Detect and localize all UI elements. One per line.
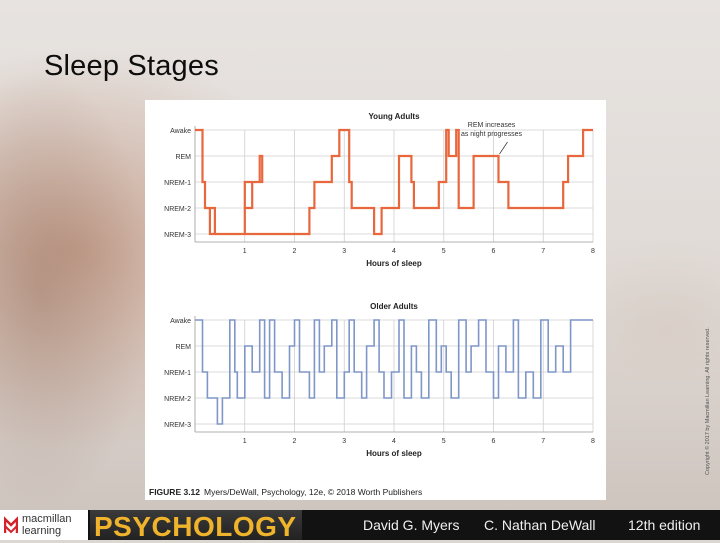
macmillan-m-icon (4, 516, 18, 534)
publisher-name: macmillan learning (22, 513, 72, 537)
x-tick-label: 2 (293, 438, 297, 445)
x-axis-label: Hours of sleep (366, 449, 422, 458)
y-tick-label: REM (175, 154, 191, 161)
y-tick-label: NREM-3 (164, 232, 191, 239)
y-tick-label: REM (175, 344, 191, 351)
edition-label: 12th edition (628, 517, 701, 533)
annotation-arrow (499, 141, 508, 155)
footer-bar: macmillan learning PSYCHOLOGY David G. M… (0, 510, 720, 542)
y-tick-label: NREM-2 (164, 206, 191, 213)
x-tick-label: 8 (591, 248, 595, 255)
caption-text: Myers/DeWall, Psychology, 12e, © 2018 Wo… (204, 487, 423, 497)
y-tick-label: NREM-3 (164, 422, 191, 429)
publisher-line-1: macmillan (22, 513, 72, 525)
copyright-notice: Copyright © 2017 by Macmillan Learning. … (705, 327, 711, 475)
caption-label: FIGURE 3.12 (149, 487, 201, 497)
y-tick-label: NREM-1 (164, 370, 191, 377)
y-tick-label: Awake (170, 128, 191, 135)
x-tick-label: 4 (392, 438, 396, 445)
sleep-stages-figure: Young Adults Awake REM NREM-1 NREM-2 NREM-3 1 2… (145, 100, 606, 500)
x-tick-label: 7 (541, 438, 545, 445)
book-title: PSYCHOLOGY (94, 511, 297, 542)
x-tick-label: 5 (442, 438, 446, 445)
author-dewall: C. Nathan DeWall (484, 517, 596, 533)
slide-title: Sleep Stages (44, 50, 219, 82)
annotation-text: as night progresses (461, 131, 523, 138)
chart-title-0: Young Adults (368, 112, 420, 121)
x-tick-label: 6 (492, 248, 496, 255)
sleep-stage-charts: Young Adults Awake REM NREM-1 NREM-2 NREM-3 1 2… (164, 112, 595, 458)
chart-title-1: Older Adults (370, 302, 418, 311)
book-title-banner: PSYCHOLOGY (90, 510, 302, 542)
x-axis-label: Hours of sleep (366, 259, 422, 268)
x-tick-label: 1 (243, 438, 247, 445)
x-tick-label: 1 (243, 248, 247, 255)
publisher-line-2: learning (22, 525, 62, 537)
x-tick-label: 4 (392, 248, 396, 255)
author-myers: David G. Myers (363, 517, 460, 533)
macmillan-logo: macmillan learning (0, 510, 88, 540)
x-tick-label: 3 (342, 438, 346, 445)
y-tick-label: NREM-1 (164, 180, 191, 187)
figure-caption: FIGURE 3.12 Myers/DeWall, Psychology, 12e… (149, 487, 422, 497)
annotation-text: REM increases (468, 122, 516, 129)
background-face (0, 60, 150, 520)
x-tick-label: 7 (541, 248, 545, 255)
sleep-stage-line-young (195, 128, 593, 236)
y-tick-label: NREM-2 (164, 396, 191, 403)
x-tick-label: 3 (342, 248, 346, 255)
x-tick-label: 8 (591, 438, 595, 445)
x-tick-label: 2 (293, 248, 297, 255)
sleep-stage-line-older (195, 319, 593, 425)
y-tick-label: Awake (170, 318, 191, 325)
x-tick-label: 6 (492, 438, 496, 445)
x-tick-label: 5 (442, 248, 446, 255)
